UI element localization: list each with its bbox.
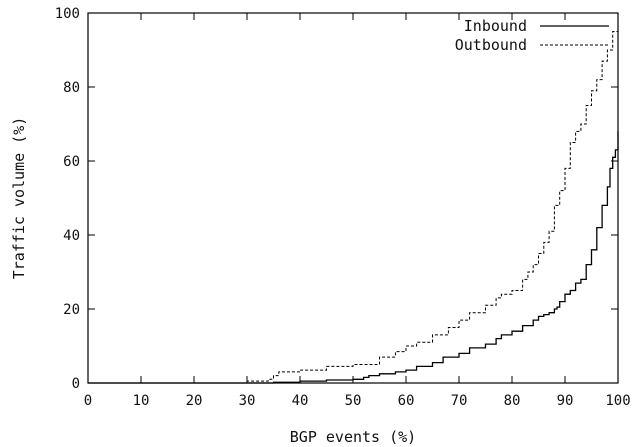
x-tick-label: 0 xyxy=(84,393,92,409)
x-tick-label: 60 xyxy=(398,393,415,409)
series-layer xyxy=(88,20,619,384)
x-tick-label: 10 xyxy=(133,393,150,409)
x-tick-label: 40 xyxy=(292,393,309,409)
x-tick-label: 80 xyxy=(504,393,521,409)
y-tick-label: 100 xyxy=(55,6,80,22)
x-tick-label: 100 xyxy=(605,393,630,409)
series-line-inbound xyxy=(88,131,619,384)
plot-frame xyxy=(87,12,619,384)
x-tick-label: 90 xyxy=(557,393,574,409)
x-tick-label: 50 xyxy=(345,393,362,409)
x-tick-label: 30 xyxy=(239,393,256,409)
y-tick-label: 60 xyxy=(63,154,80,170)
x-tick-label: 70 xyxy=(451,393,468,409)
x-tick-label: 20 xyxy=(186,393,203,409)
x-axis-label: BGP events (%) xyxy=(290,428,416,446)
y-tick-label: 40 xyxy=(63,228,80,244)
y-tick-label: 20 xyxy=(63,302,80,318)
legend-label-inbound: Inbound xyxy=(464,17,527,35)
series-line-outbound xyxy=(88,20,619,384)
legend-label-outbound: Outbound xyxy=(455,36,527,54)
y-axis-label: Traffic volume (%) xyxy=(10,117,28,280)
y-tick-label: 80 xyxy=(63,80,80,96)
y-tick-label: 0 xyxy=(72,376,80,392)
plot-axes: 0 10 20 30 40 50 60 70 80 90 100 0 20 40 60 80 100 xyxy=(55,6,631,409)
